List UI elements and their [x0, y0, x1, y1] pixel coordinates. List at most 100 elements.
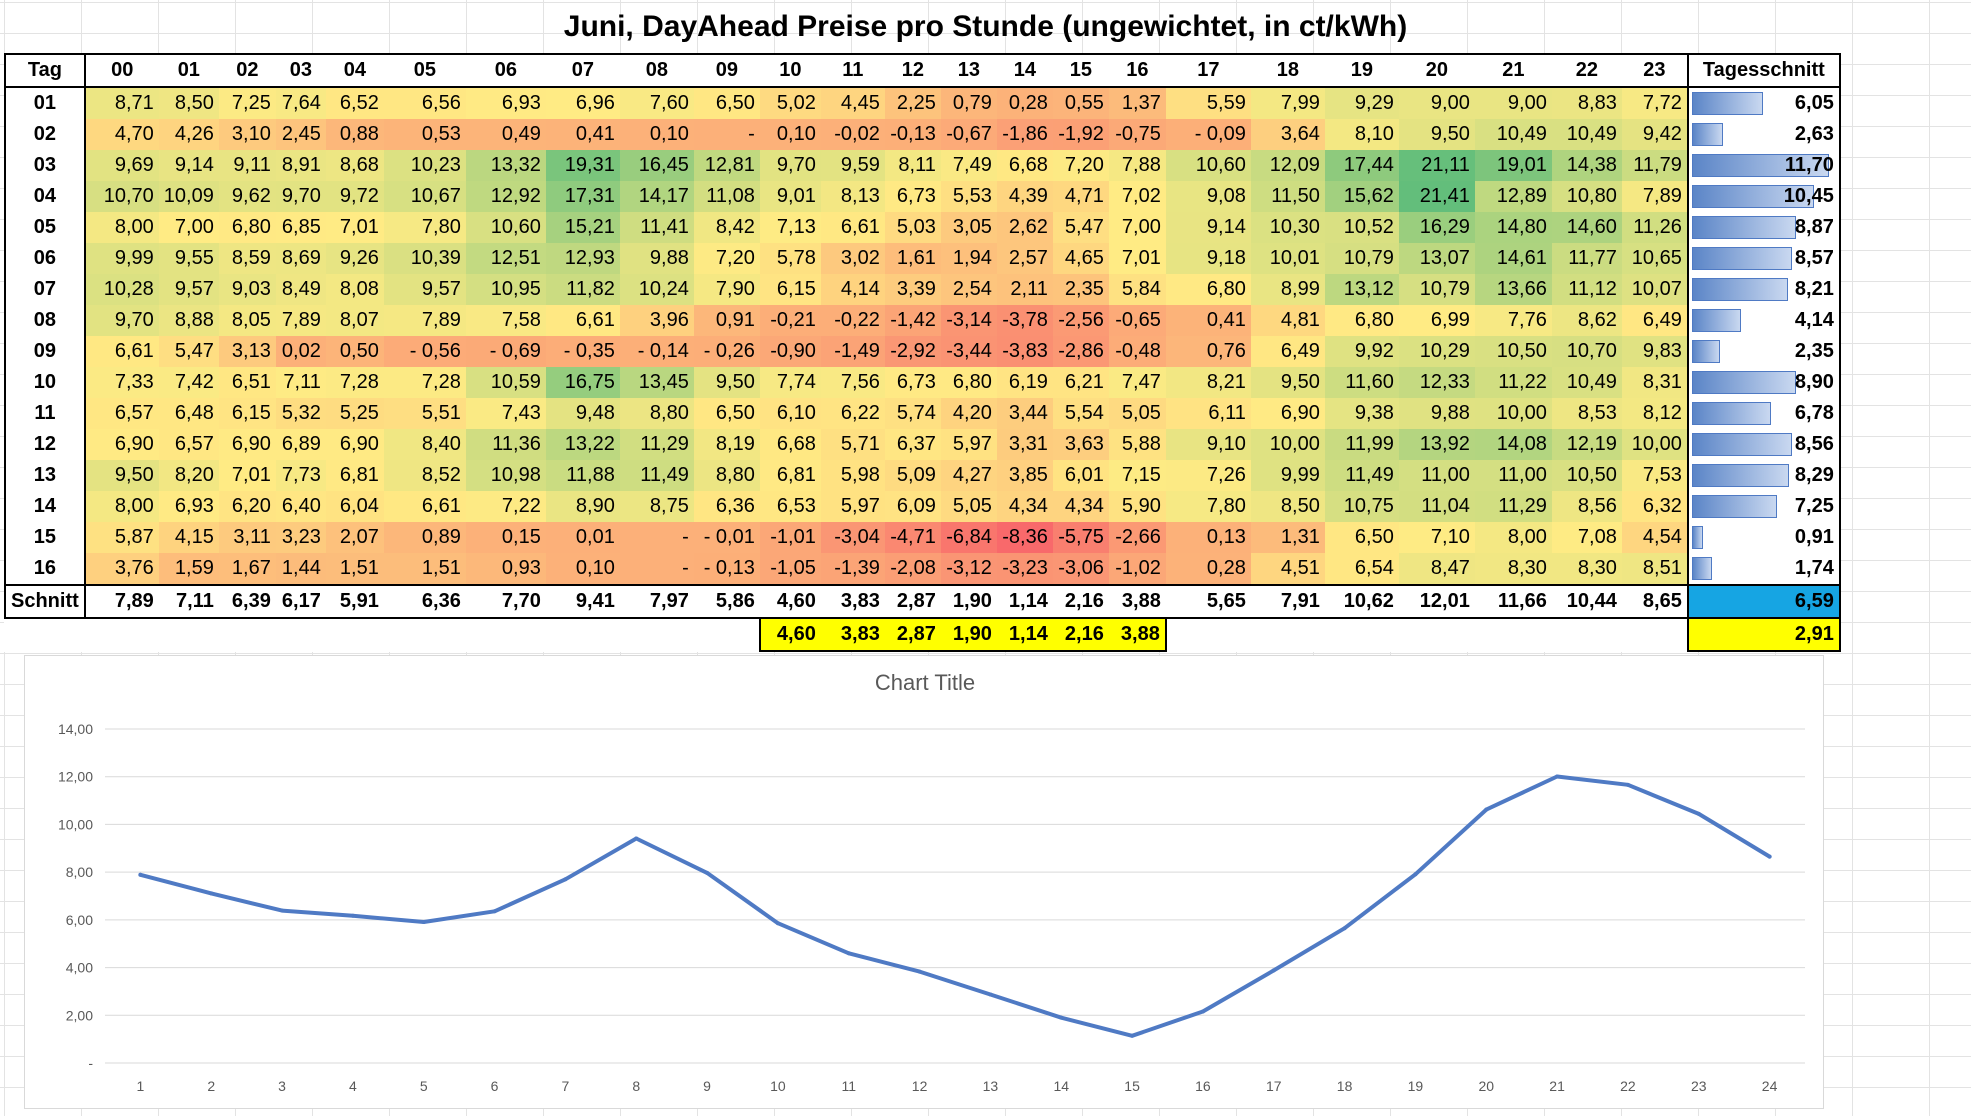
hour-header[interactable]: 12	[884, 53, 941, 88]
price-cell[interactable]: 10,00	[1250, 429, 1325, 460]
price-cell[interactable]: 11,22	[1474, 367, 1552, 398]
price-cell[interactable]: 0,02	[275, 336, 326, 367]
price-cell[interactable]: 1,94	[940, 243, 997, 274]
price-cell[interactable]: 7,20	[1052, 150, 1109, 181]
price-cell[interactable]: -0,48	[1108, 336, 1166, 367]
hour-header[interactable]: 19	[1324, 53, 1399, 88]
price-cell[interactable]: 10,67	[383, 181, 466, 212]
price-cell[interactable]: 6,56	[383, 87, 466, 119]
price-cell[interactable]: 6,11	[1165, 398, 1251, 429]
day-average-cell[interactable]: 2,63	[1686, 119, 1841, 150]
day-average-cell[interactable]: 8,21	[1686, 274, 1841, 305]
price-cell[interactable]: -5,75	[1052, 522, 1109, 553]
price-cell[interactable]: 4,34	[996, 491, 1053, 522]
price-cell[interactable]: -1,92	[1052, 119, 1109, 150]
price-cell[interactable]: 9,55	[158, 243, 219, 274]
hour-header[interactable]: 08	[619, 53, 694, 88]
price-cell[interactable]: 7,90	[693, 274, 760, 305]
highlight-cell[interactable]: 3,88	[1108, 617, 1167, 652]
day-cell[interactable]: 09	[4, 336, 86, 367]
price-cell[interactable]: 6,22	[820, 398, 885, 429]
average-row-label[interactable]: Schnitt	[4, 584, 86, 619]
price-cell[interactable]: 7,26	[1165, 460, 1251, 491]
price-cell[interactable]: 11,49	[619, 460, 694, 491]
day-average-cell[interactable]: 8,56	[1686, 429, 1841, 460]
price-cell[interactable]: 8,91	[275, 150, 326, 181]
price-cell[interactable]: 7,25	[218, 87, 276, 119]
day-cell[interactable]: 02	[4, 119, 86, 150]
price-cell[interactable]: 11,29	[619, 429, 694, 460]
price-cell[interactable]: 1,44	[275, 553, 326, 585]
price-cell[interactable]: 9,50	[693, 367, 760, 398]
price-cell[interactable]: 2,35	[1052, 274, 1109, 305]
price-cell[interactable]: 10,50	[1551, 460, 1622, 491]
price-cell[interactable]: 11,29	[1474, 491, 1552, 522]
price-cell[interactable]: 11,00	[1474, 460, 1552, 491]
price-cell[interactable]: 6,21	[1052, 367, 1109, 398]
price-cell[interactable]: 8,80	[619, 398, 694, 429]
price-cell[interactable]: 7,13	[759, 212, 821, 243]
price-cell[interactable]: -3,83	[996, 336, 1053, 367]
price-cell[interactable]: 9,62	[218, 181, 276, 212]
hour-header[interactable]: 11	[820, 53, 885, 88]
price-cell[interactable]: 8,00	[84, 491, 159, 522]
price-cell[interactable]: -1,05	[759, 553, 821, 585]
price-cell[interactable]: -0,65	[1108, 305, 1166, 336]
price-cell[interactable]: 7,49	[940, 150, 997, 181]
price-cell[interactable]: 9,50	[1398, 119, 1475, 150]
price-cell[interactable]: 10,60	[465, 212, 546, 243]
price-cell[interactable]: -0,02	[820, 119, 885, 150]
hour-average-cell[interactable]: 10,44	[1551, 584, 1622, 619]
price-cell[interactable]: 5,05	[1108, 398, 1166, 429]
price-cell[interactable]: 3,05	[940, 212, 997, 243]
price-cell[interactable]: 9,59	[820, 150, 885, 181]
day-cell[interactable]: 08	[4, 305, 86, 336]
price-cell[interactable]: -3,04	[820, 522, 885, 553]
price-cell[interactable]: 9,42	[1621, 119, 1688, 150]
hour-average-cell[interactable]: 3,83	[820, 584, 885, 619]
price-cell[interactable]: 1,51	[325, 553, 384, 585]
price-cell[interactable]: 7,10	[1398, 522, 1475, 553]
price-cell[interactable]: 3,64	[1250, 119, 1325, 150]
hour-header[interactable]: 07	[545, 53, 620, 88]
price-cell[interactable]: 2,54	[940, 274, 997, 305]
price-cell[interactable]: 7,74	[759, 367, 821, 398]
total-average-cell[interactable]: 6,59	[1686, 584, 1841, 619]
price-cell[interactable]: 8,53	[1551, 398, 1622, 429]
price-cell[interactable]: 11,60	[1324, 367, 1399, 398]
hour-header[interactable]: 02	[218, 53, 276, 88]
price-cell[interactable]: 1,67	[218, 553, 276, 585]
price-cell[interactable]: 12,93	[545, 243, 620, 274]
price-cell[interactable]: 4,54	[1621, 522, 1688, 553]
price-cell[interactable]: 11,36	[465, 429, 546, 460]
price-cell[interactable]: 10,07	[1621, 274, 1688, 305]
price-cell[interactable]: - 0,13	[693, 553, 760, 585]
price-cell[interactable]: 10,49	[1551, 119, 1622, 150]
price-cell[interactable]: 7,72	[1621, 87, 1688, 119]
price-cell[interactable]: 12,92	[465, 181, 546, 212]
price-cell[interactable]: 4,26	[158, 119, 219, 150]
price-cell[interactable]: 11,50	[1250, 181, 1325, 212]
highlight-cell[interactable]: 4,60	[758, 617, 821, 652]
price-cell[interactable]: 0,91	[693, 305, 760, 336]
price-cell[interactable]: 5,51	[383, 398, 466, 429]
day-cell[interactable]: 12	[4, 429, 86, 460]
hour-average-cell[interactable]: 10,62	[1324, 584, 1399, 619]
price-cell[interactable]: 7,02	[1108, 181, 1166, 212]
price-cell[interactable]: -2,56	[1052, 305, 1109, 336]
price-cell[interactable]: 7,60	[619, 87, 694, 119]
price-cell[interactable]: 4,51	[1250, 553, 1325, 585]
price-cell[interactable]: 1,31	[1250, 522, 1325, 553]
price-cell[interactable]: 7,00	[158, 212, 219, 243]
price-cell[interactable]: 11,77	[1551, 243, 1622, 274]
price-cell[interactable]: -3,06	[1052, 553, 1109, 585]
price-cell[interactable]: 6,80	[1165, 274, 1251, 305]
price-cell[interactable]: 3,23	[275, 522, 326, 553]
price-cell[interactable]: 6,32	[1621, 491, 1688, 522]
price-cell[interactable]: 4,39	[996, 181, 1053, 212]
price-cell[interactable]: 14,38	[1551, 150, 1622, 181]
price-cell[interactable]: 9,50	[84, 460, 159, 491]
price-cell[interactable]: -6,84	[940, 522, 997, 553]
price-cell[interactable]: 6,50	[1324, 522, 1399, 553]
price-cell[interactable]: 5,03	[884, 212, 941, 243]
